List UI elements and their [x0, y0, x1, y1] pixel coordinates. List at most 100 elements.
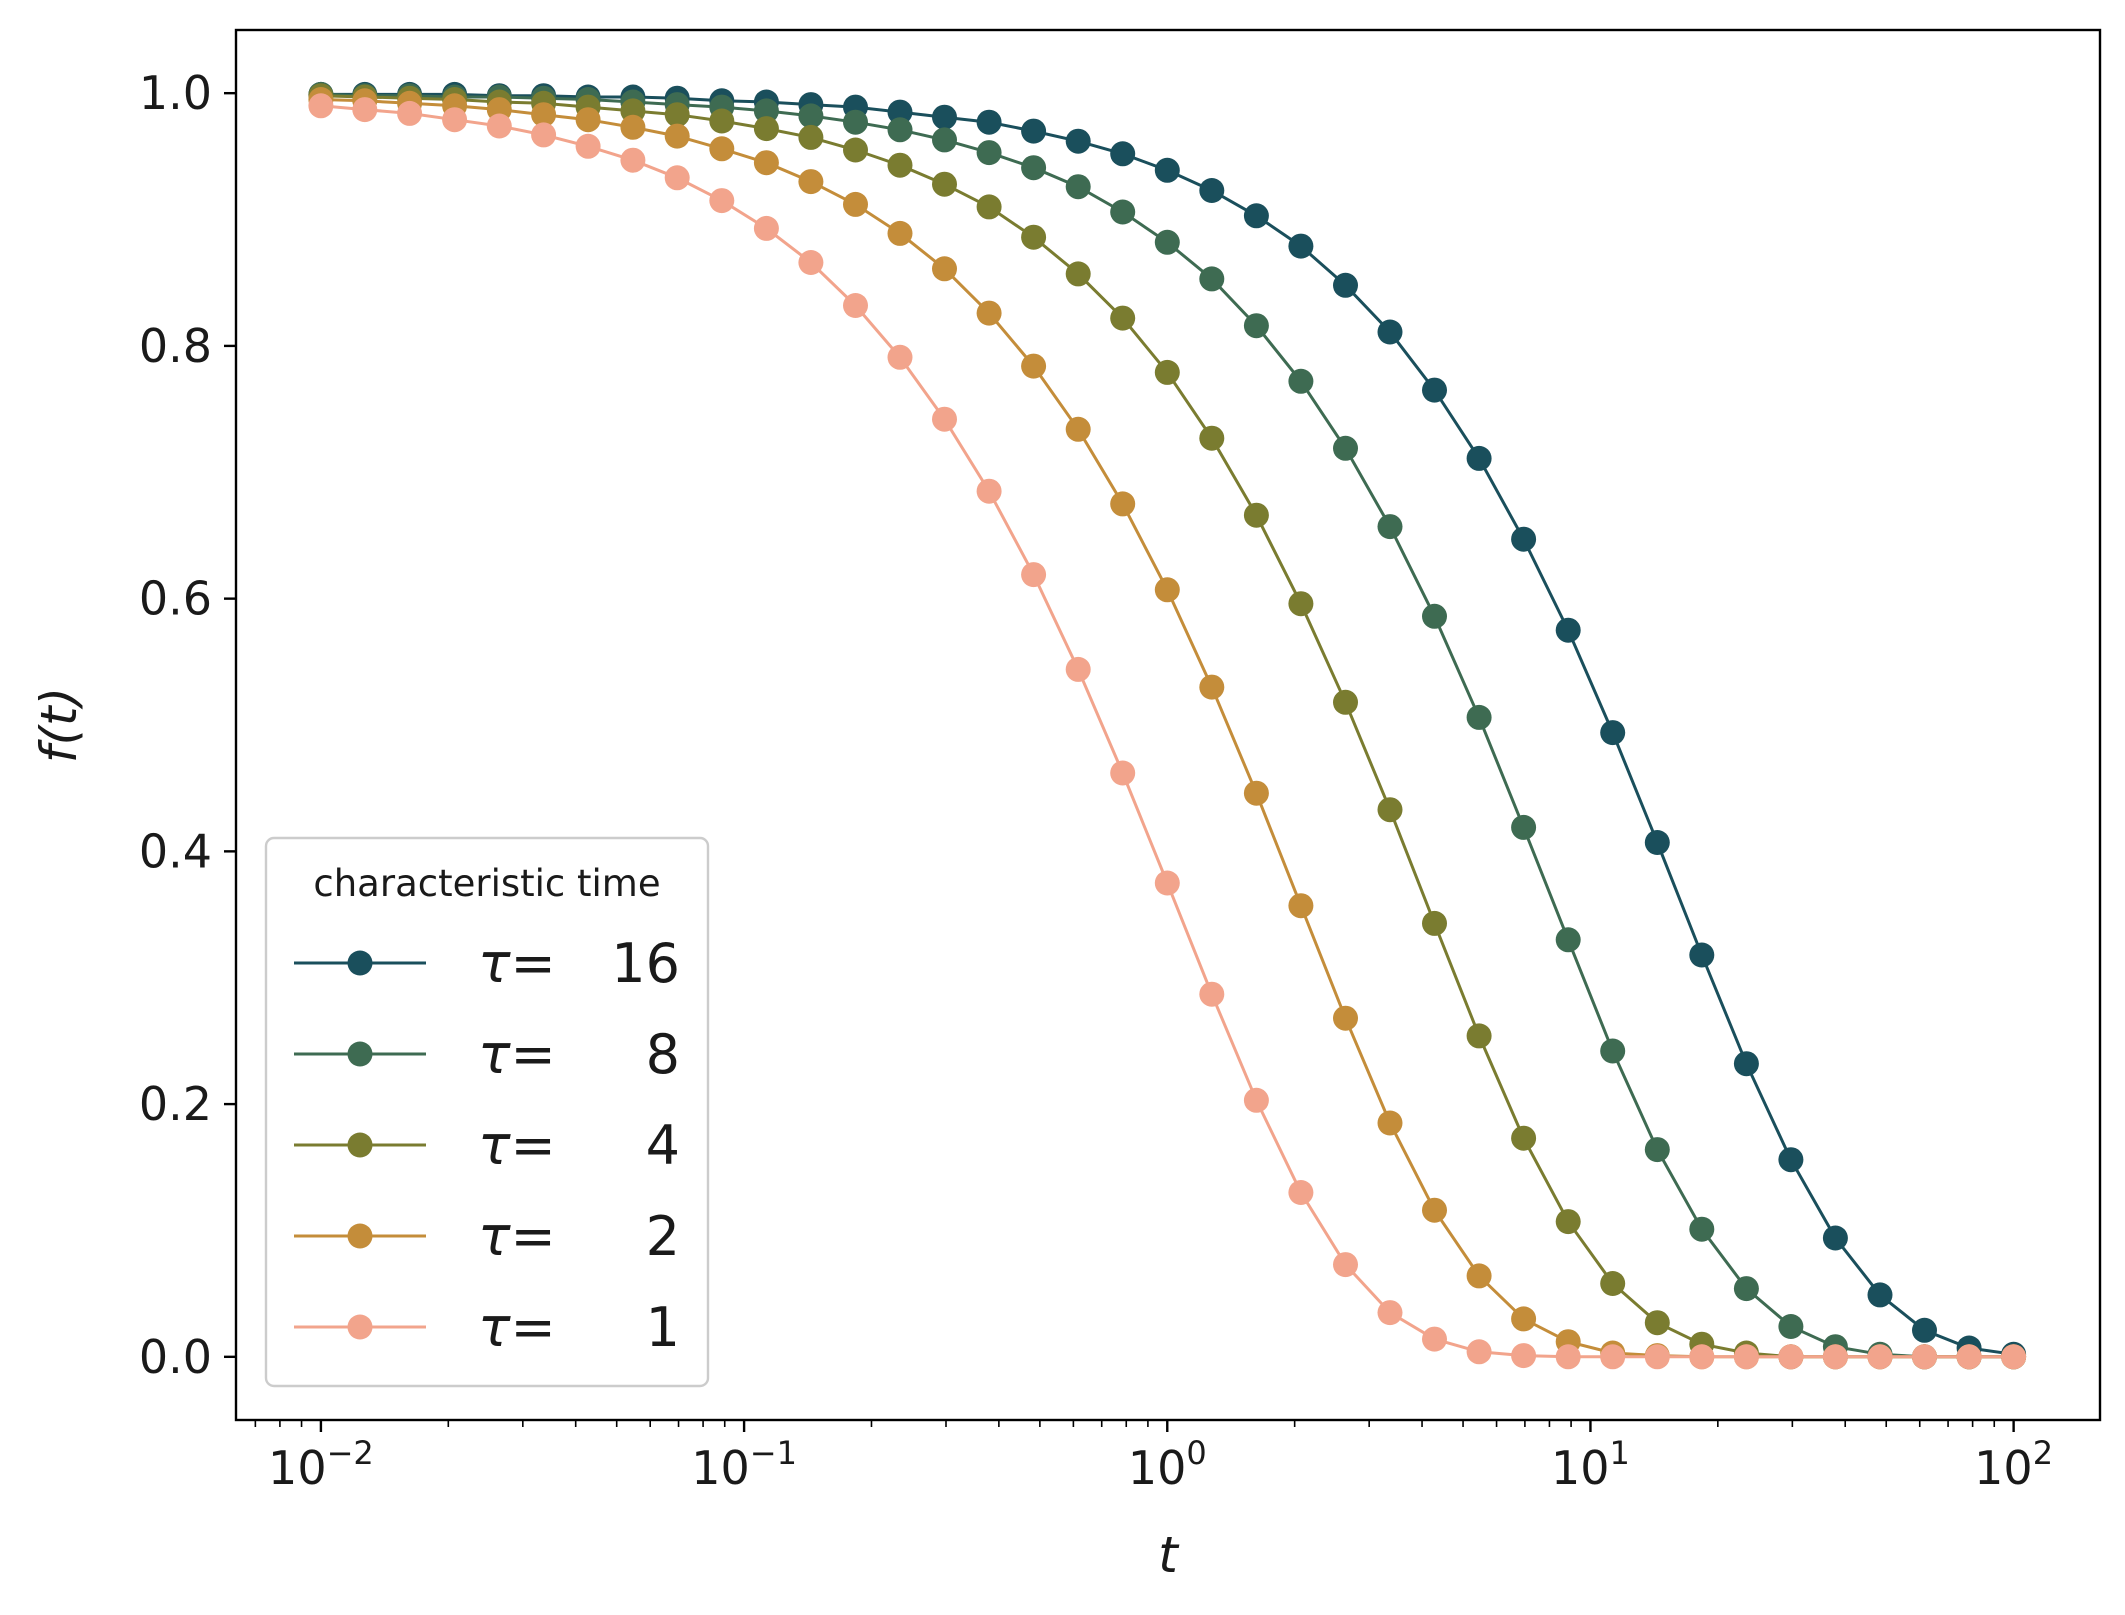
- data-point: [1377, 1110, 1403, 1136]
- data-point: [932, 104, 957, 130]
- data-point: [1555, 927, 1581, 953]
- data-point: [575, 107, 601, 133]
- data-point: [1154, 359, 1180, 385]
- data-point: [932, 171, 957, 197]
- y-axis-label: f(t): [30, 687, 88, 763]
- data-point: [753, 116, 779, 142]
- data-point: [1110, 141, 1136, 167]
- legend-symbol: τ=: [478, 1296, 556, 1359]
- data-point: [1243, 313, 1269, 339]
- data-point: [1243, 1087, 1269, 1113]
- data-point: [1377, 319, 1403, 345]
- data-point: [1778, 1314, 1804, 1339]
- legend-label: 8: [646, 1023, 680, 1086]
- data-point: [442, 107, 468, 133]
- legend-title: characteristic time: [313, 862, 660, 905]
- y-tick-label: 1.0: [139, 66, 212, 120]
- data-point: [709, 108, 735, 134]
- data-point: [843, 109, 868, 135]
- data-point: [664, 102, 690, 128]
- data-point: [1511, 1343, 1537, 1369]
- data-point: [1288, 233, 1314, 259]
- data-point: [1199, 425, 1225, 451]
- data-point: [1377, 1300, 1403, 1326]
- series-tau-1: [308, 93, 2027, 1370]
- data-point: [1065, 261, 1091, 287]
- axis-layer: 0.0 0.2 0.4 0.6 0.8 1.0 10−2 10−1 100 101 102: [139, 66, 2053, 1495]
- data-point: [1778, 1344, 1804, 1370]
- legend-symbol: τ=: [478, 932, 556, 995]
- data-point: [843, 137, 868, 163]
- data-point: [753, 98, 779, 124]
- data-point: [1199, 266, 1225, 292]
- data-point: [1644, 1137, 1670, 1163]
- legend-marker: [347, 950, 373, 976]
- data-point: [1021, 118, 1047, 144]
- data-point: [1733, 1051, 1759, 1077]
- data-point: [1288, 1180, 1314, 1205]
- data-point: [887, 220, 913, 246]
- data-point: [709, 136, 735, 162]
- data-point: [1644, 1310, 1670, 1336]
- data-point: [1288, 591, 1314, 617]
- data-point: [843, 293, 868, 318]
- y-tick-label: 0.2: [139, 1077, 212, 1131]
- legend-item-tau-2: τ= 2: [294, 1205, 680, 1268]
- data-point: [1422, 1197, 1447, 1223]
- y-tick-label: 0.8: [139, 319, 212, 373]
- legend-item-tau-1: τ= 1: [294, 1296, 680, 1359]
- data-point: [1333, 689, 1358, 715]
- data-point: [352, 97, 378, 123]
- data-point: [1021, 562, 1047, 588]
- data-point: [843, 191, 868, 217]
- data-point: [1867, 1282, 1893, 1308]
- data-point: [1154, 229, 1180, 255]
- data-point: [1243, 502, 1269, 528]
- legend: characteristic time τ= 16 τ= 8 τ= 4 τ= 2 τ= 1: [264, 836, 710, 1388]
- data-point: [932, 256, 957, 282]
- data-point: [1021, 353, 1047, 379]
- data-point: [1912, 1344, 1937, 1370]
- data-point: [486, 113, 512, 139]
- data-point: [1243, 780, 1269, 806]
- data-point: [932, 406, 957, 432]
- legend-label: 16: [611, 932, 680, 995]
- data-point: [1243, 203, 1269, 229]
- data-point: [397, 100, 423, 126]
- data-point: [1154, 577, 1180, 603]
- data-point: [887, 117, 913, 143]
- data-point: [1466, 1339, 1492, 1365]
- data-point: [1555, 1209, 1581, 1235]
- data-point: [798, 103, 824, 129]
- data-point: [798, 169, 824, 195]
- data-point: [1065, 416, 1091, 442]
- series-layer: [308, 81, 2027, 1370]
- data-point: [932, 127, 957, 153]
- data-point: [308, 93, 334, 119]
- data-point: [1422, 1326, 1447, 1352]
- legend-symbol: τ=: [478, 1114, 556, 1177]
- data-point: [976, 194, 1002, 220]
- legend-symbol: τ=: [478, 1023, 556, 1086]
- data-point: [620, 147, 646, 173]
- data-point: [1110, 760, 1136, 786]
- data-point: [1333, 1005, 1358, 1031]
- data-point: [1689, 1216, 1715, 1242]
- data-point: [1021, 155, 1047, 181]
- data-point: [1422, 377, 1447, 403]
- legend-label: 2: [646, 1205, 680, 1268]
- data-point: [1511, 1125, 1537, 1151]
- y-tick-label: 0.6: [139, 572, 212, 626]
- data-point: [664, 123, 690, 149]
- data-point: [2001, 1344, 2027, 1370]
- data-point: [1689, 1344, 1715, 1370]
- y-tick-label: 0.0: [139, 1330, 212, 1384]
- data-point: [1333, 435, 1358, 461]
- data-point: [1199, 674, 1225, 700]
- legend-item-tau-8: τ= 8: [294, 1023, 680, 1086]
- data-point: [1110, 305, 1136, 331]
- data-point: [1600, 1038, 1626, 1064]
- data-point: [709, 188, 735, 214]
- data-point: [1511, 526, 1537, 552]
